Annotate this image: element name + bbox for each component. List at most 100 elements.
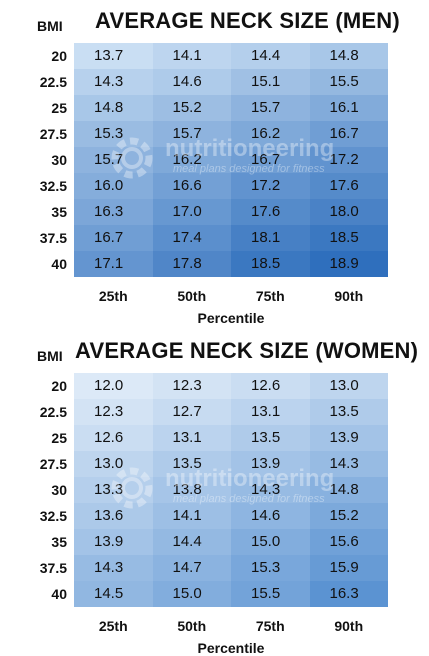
heatmap-cell: 18.1: [231, 225, 310, 251]
cell-value: 18.5: [329, 229, 359, 246]
cell-value: 16.7: [94, 229, 124, 246]
x-axis-label: Percentile: [197, 640, 265, 656]
bmi-row-label: 35: [51, 534, 67, 550]
heatmap-cell: 15.5: [309, 69, 388, 95]
cell-value: 14.8: [94, 99, 124, 116]
heatmap-cell: 16.2: [152, 147, 231, 173]
cell-value: 13.1: [172, 429, 202, 446]
cell-value: 12.0: [94, 377, 124, 394]
heatmap-cell: 12.3: [152, 373, 231, 399]
heatmap-cell: 15.2: [152, 95, 231, 121]
heatmap-cell: 14.8: [74, 95, 153, 121]
cell-value: 13.9: [251, 455, 281, 472]
cell-value: 15.6: [329, 533, 359, 550]
cell-value: 15.3: [251, 559, 281, 576]
heatmap-cell: 16.1: [309, 95, 388, 121]
cell-value: 14.5: [94, 585, 124, 602]
cell-value: 14.8: [329, 47, 359, 64]
x-axis-label: Percentile: [197, 310, 265, 326]
heatmap-cell: 13.3: [74, 477, 153, 503]
cell-value: 16.0: [94, 177, 124, 194]
heatmap-cell: 17.6: [309, 173, 388, 199]
heatmap-cell: 15.9: [309, 555, 388, 581]
cell-value: 17.6: [329, 177, 359, 194]
heatmap-cell: 18.5: [231, 251, 310, 277]
cell-value: 15.0: [172, 585, 202, 602]
cell-value: 15.9: [329, 559, 359, 576]
heatmap-cell: 15.7: [152, 121, 231, 147]
heatmap-cell: 13.7: [74, 43, 153, 69]
cell-value: 14.7: [172, 559, 202, 576]
bmi-row-label: 35: [51, 204, 67, 220]
heatmap-cell: 14.1: [152, 43, 231, 69]
cell-value: 15.7: [251, 99, 281, 116]
cell-value: 14.4: [172, 533, 202, 550]
cell-value: 12.3: [172, 377, 202, 394]
heatmap-cell: 16.6: [152, 173, 231, 199]
heatmap-cell: 17.6: [231, 199, 310, 225]
cell-value: 15.3: [94, 125, 124, 142]
cell-value: 13.5: [172, 455, 202, 472]
cell-value: 14.3: [329, 455, 359, 472]
cell-value: 15.2: [172, 99, 202, 116]
heatmap-cell: 13.6: [74, 503, 153, 529]
bmi-row-label: 30: [51, 482, 67, 498]
bmi-row-label: 40: [51, 586, 67, 602]
cell-value: 14.4: [251, 47, 281, 64]
cell-value: 16.7: [251, 151, 281, 168]
cell-value: 16.1: [329, 99, 359, 116]
cell-value: 17.4: [172, 229, 202, 246]
cell-value: 14.1: [172, 507, 202, 524]
heatmap-cell: 15.0: [152, 581, 231, 607]
bmi-row-label: 22.5: [39, 74, 67, 90]
cell-value: 13.7: [94, 47, 124, 64]
heatmap-cell: 13.1: [231, 399, 310, 425]
cell-value: 16.3: [329, 585, 359, 602]
chart-title: AVERAGE NECK SIZE (WOMEN): [75, 338, 419, 363]
heatmap-cell: 14.3: [309, 451, 388, 477]
heatmap-cell: 14.8: [309, 43, 388, 69]
cell-value: 14.6: [251, 507, 281, 524]
heatmap-cell: 13.9: [74, 529, 153, 555]
bmi-row-label: 20: [51, 48, 67, 64]
heatmap-cell: 13.5: [309, 399, 388, 425]
bmi-row-label: 27.5: [39, 456, 67, 472]
bmi-row-label: 20: [51, 378, 67, 394]
heatmap-cell: 17.8: [152, 251, 231, 277]
bmi-row-label: 30: [51, 152, 67, 168]
cell-value: 18.1: [251, 229, 281, 246]
cell-value: 18.5: [251, 255, 281, 272]
cell-value: 17.6: [251, 203, 281, 220]
cell-value: 16.3: [94, 203, 124, 220]
cell-value: 16.6: [172, 177, 202, 194]
cell-value: 14.3: [251, 481, 281, 498]
heatmap-cell: 15.3: [231, 555, 310, 581]
cell-value: 15.2: [329, 507, 359, 524]
cell-value: 13.0: [94, 455, 124, 472]
percentile-column-label: 75th: [255, 288, 285, 304]
cell-value: 13.1: [251, 403, 281, 420]
cell-value: 13.5: [251, 429, 281, 446]
heatmap-cell: 14.7: [152, 555, 231, 581]
heatmap-cell: 18.0: [309, 199, 388, 225]
heatmap-cell: 12.0: [74, 373, 153, 399]
heatmap-cell: 15.7: [231, 95, 310, 121]
cell-value: 13.6: [94, 507, 124, 524]
heatmap-cell: 16.7: [231, 147, 310, 173]
heatmap-cell: 13.9: [231, 451, 310, 477]
cell-value: 13.5: [329, 403, 359, 420]
bmi-row-label: 40: [51, 256, 67, 272]
cell-value: 17.2: [329, 151, 359, 168]
cell-value: 15.5: [251, 585, 281, 602]
bmi-row-label: 37.5: [39, 230, 67, 246]
heatmap-grid: 12.0 12.3 12.6 13.0 12.3 12.7 13.1 13.5 12.6 13.1…: [74, 373, 388, 607]
heatmap-cell: 15.1: [231, 69, 310, 95]
cell-value: 15.7: [172, 125, 202, 142]
percentile-column-label: 90th: [334, 288, 364, 304]
heatmap-cell: 14.3: [74, 69, 153, 95]
heatmap-cell: 17.1: [74, 251, 153, 277]
cell-value: 13.9: [94, 533, 124, 550]
heatmap-cell: 15.3: [74, 121, 153, 147]
cell-value: 12.3: [94, 403, 124, 420]
cell-value: 14.1: [172, 47, 202, 64]
